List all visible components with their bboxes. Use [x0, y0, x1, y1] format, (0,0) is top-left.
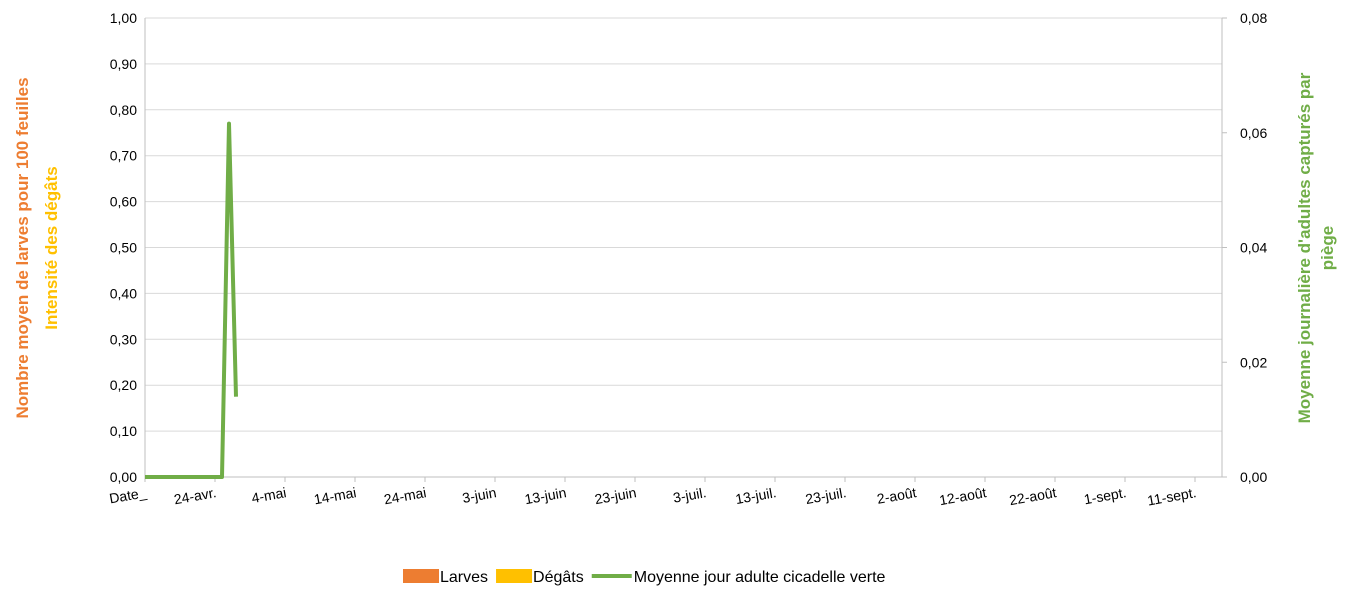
x-tick-label: 3-juin: [461, 484, 498, 506]
x-tick-label: 3-juil.: [672, 484, 708, 506]
x-tick-label: 2-août: [876, 484, 918, 507]
x-tick-label: 4-mai: [250, 484, 287, 506]
x-tick-label: 11-sept.: [1146, 484, 1198, 508]
x-tick-label: 23-juin: [593, 484, 637, 507]
y-tick-label: 0,30: [110, 331, 137, 347]
x-tick-label: 1-sept.: [1083, 484, 1128, 507]
y-axis-title-2: Intensité des dégâts: [42, 166, 61, 329]
y2-tick-label: 0,04: [1240, 240, 1267, 256]
y-tick-label: 0,90: [110, 56, 137, 72]
x-tick-label: 23-juil.: [804, 484, 847, 507]
x-tick-label: 12-août: [938, 484, 988, 508]
y-tick-label: 0,10: [110, 423, 137, 439]
legend-label: Dégâts: [533, 569, 584, 586]
y-tick-label: 0,00: [110, 469, 137, 485]
x-tick-label: 22-août: [1008, 484, 1058, 508]
x-tick-label: 13-juin: [523, 484, 567, 507]
x-tick-label: 24-avr.: [173, 484, 218, 507]
y-tick-label: 0,80: [110, 102, 137, 118]
y-tick-label: 0,60: [110, 194, 137, 210]
legend-swatch: [403, 569, 439, 583]
x-tick-label: 14-mai: [313, 484, 358, 507]
y2-axis-title: Moyenne journalière d'adultes capturés p…: [1295, 72, 1314, 423]
y2-tick-label: 0,08: [1240, 10, 1267, 26]
legend-label: Larves: [440, 569, 488, 586]
x-tick-label: Date_: [108, 484, 148, 506]
legend-label: Moyenne jour adulte cicadelle verte: [634, 569, 886, 586]
y-tick-label: 1,00: [110, 10, 137, 26]
y-tick-label: 0,20: [110, 377, 137, 393]
y-tick-label: 0,50: [110, 240, 137, 256]
legend-swatch: [496, 569, 533, 583]
x-tick-label: 13-juil.: [734, 484, 777, 507]
y2-tick-label: 0,06: [1240, 125, 1267, 141]
y-axis-title: Nombre moyen de larves pour 100 feuilles: [13, 77, 32, 418]
y2-tick-label: 0,00: [1240, 469, 1267, 485]
y2-tick-label: 0,02: [1240, 354, 1267, 370]
y-tick-label: 0,40: [110, 285, 137, 301]
line: [145, 121, 238, 479]
y-tick-label: 0,70: [110, 148, 137, 164]
y2-axis-title: piège: [1318, 226, 1337, 270]
x-tick-label: 24-mai: [383, 484, 428, 507]
